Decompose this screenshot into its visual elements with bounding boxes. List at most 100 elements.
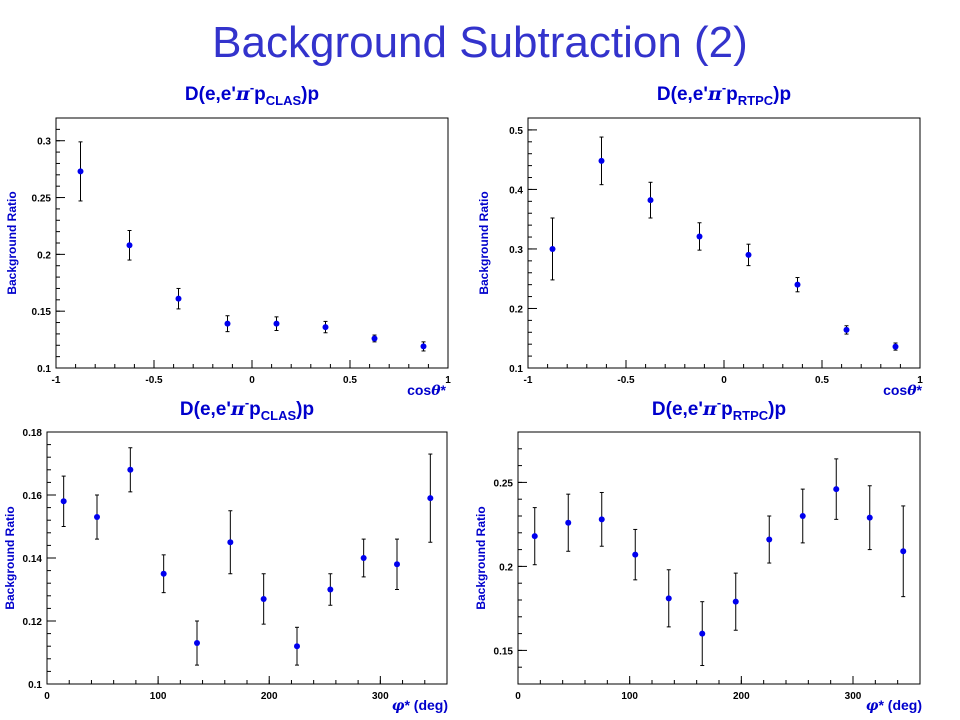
y-tick-label: 0.25: [494, 478, 514, 489]
data-point: [322, 324, 329, 331]
y-tick-label: 0.12: [23, 617, 43, 628]
data-point: [833, 486, 840, 493]
chart-panel-3: 0 100 200 300 0.1 0.12 0.14 0.16 0.18 Background …: [3, 395, 448, 714]
title-p: p: [249, 399, 261, 420]
x-tick-label: -0.5: [617, 375, 635, 386]
data-point: [327, 586, 334, 593]
title-sup: -: [245, 395, 249, 410]
data-point: [531, 533, 538, 540]
x-label-prefix: cos: [407, 382, 431, 398]
data-point: [647, 197, 654, 204]
title-greek: π: [230, 398, 246, 420]
title-sub: CLAS: [266, 93, 302, 108]
data-point: [598, 157, 605, 164]
title-sup: -: [250, 80, 254, 95]
x-tick-label: 0: [249, 375, 255, 386]
data-point: [360, 555, 367, 561]
y-tick-label: 0.2: [499, 562, 513, 573]
data-point: [194, 640, 200, 647]
data-point: [866, 514, 873, 521]
y-tick-label: 0.25: [32, 194, 52, 205]
y-tick-label: 0.18: [23, 428, 43, 439]
x-tick-label: 1: [917, 375, 923, 386]
title-p: p: [254, 84, 266, 105]
plot-frame: [55, 117, 449, 369]
x-label-greek: θ: [907, 383, 917, 399]
data-point: [794, 281, 801, 288]
data-point: [224, 320, 231, 327]
title-p: p: [726, 84, 738, 105]
x-tick-label: -1: [524, 375, 533, 386]
data-point: [260, 595, 267, 602]
data-point: [843, 326, 850, 333]
data-point: [294, 643, 300, 650]
y-tick-label: 0.1: [28, 680, 42, 691]
data-point: [665, 595, 672, 602]
data-point: [766, 536, 773, 543]
x-tick-label: 1: [445, 375, 451, 386]
plot-frame: [527, 117, 921, 369]
chart-panel-4: 0 100 200 300 0.15 0.2 0.25 Background Ratio φ* …: [474, 395, 922, 714]
data-point: [94, 514, 100, 521]
y-axis-label: Background Ratio: [477, 191, 491, 294]
x-tick-label: 100: [150, 691, 167, 702]
data-point: [892, 343, 899, 350]
title-greek: π: [235, 83, 251, 105]
y-tick-label: 0.16: [23, 491, 43, 502]
x-axis-label: cosθ*: [883, 382, 922, 399]
x-tick-label: -0.5: [145, 375, 163, 386]
y-tick-label: 0.5: [509, 126, 523, 137]
x-axis-label: φ* (deg): [866, 697, 922, 714]
y-tick-label: 0.1: [37, 364, 51, 375]
x-tick-label: 300: [845, 691, 862, 702]
y-tick-label: 0.14: [23, 554, 43, 565]
data-point: [799, 513, 806, 519]
chart-title: D(e,e'π-pCLAS)p: [185, 80, 319, 108]
x-tick-label: 0: [44, 691, 50, 702]
data-point: [699, 630, 706, 637]
x-label-suffix: * (deg): [404, 697, 448, 713]
y-tick-label: 0.3: [509, 245, 523, 256]
y-axis-label: Background Ratio: [474, 506, 488, 609]
title-sup: -: [717, 395, 721, 410]
title-main: D(e,e': [185, 84, 236, 105]
chart-title: D(e,e'π-pRTPC)p: [657, 80, 791, 108]
data-point: [745, 251, 752, 258]
data-point: [420, 343, 427, 350]
data-point: [427, 495, 434, 502]
y-tick-label: 0.3: [37, 137, 51, 148]
title-sub: RTPC: [738, 93, 774, 108]
plot-frame: [517, 431, 921, 685]
data-point: [371, 335, 378, 342]
title-tail: )p: [301, 84, 319, 105]
title-main: D(e,e': [652, 399, 703, 420]
title-sub: CLAS: [261, 408, 297, 423]
slide-title: Background Subtraction (2): [212, 18, 748, 67]
x-axis-label: φ* (deg): [392, 697, 448, 714]
plot-frame: [46, 431, 448, 685]
data-point: [273, 320, 280, 327]
title-greek: π: [707, 83, 723, 105]
data-point: [549, 245, 556, 252]
title-tail: )p: [773, 84, 791, 105]
x-label-prefix: cos: [883, 382, 907, 398]
data-point: [565, 519, 572, 526]
title-tail: )p: [296, 399, 314, 420]
x-tick-label: 0: [721, 375, 727, 386]
x-tick-label: 200: [733, 691, 750, 702]
x-label-greek: θ: [431, 383, 441, 399]
data-point: [227, 539, 234, 546]
data-point: [696, 233, 703, 240]
x-tick-label: -1: [52, 375, 61, 386]
y-tick-label: 0.2: [509, 304, 523, 315]
x-tick-label: 100: [621, 691, 638, 702]
title-p: p: [721, 399, 733, 420]
title-sub: RTPC: [733, 408, 769, 423]
title-greek: π: [702, 398, 718, 420]
x-label-greek: φ: [392, 698, 405, 714]
data-point: [60, 498, 67, 505]
y-tick-label: 0.15: [32, 307, 52, 318]
data-point: [126, 242, 133, 249]
x-label-suffix: *: [917, 382, 923, 398]
